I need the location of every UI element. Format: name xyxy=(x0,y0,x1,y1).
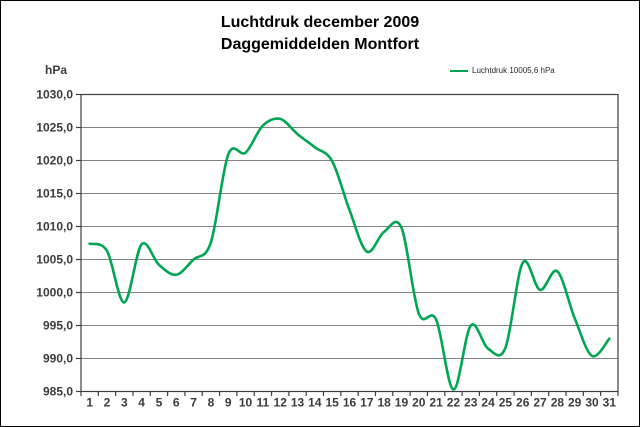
y-tick-label: 990,0 xyxy=(43,352,73,366)
x-tick-label: 31 xyxy=(603,396,617,410)
chart-title-line2: Daggemiddelden Montfort xyxy=(220,36,420,53)
x-tick-label: 20 xyxy=(412,396,426,410)
x-tick-label: 19 xyxy=(395,396,409,410)
x-tick-label: 10 xyxy=(239,396,253,410)
x-tick-label: 23 xyxy=(464,396,478,410)
y-tick-label: 1030,0 xyxy=(36,88,73,102)
y-tick-label: 985,0 xyxy=(43,385,73,399)
x-tick-label: 11 xyxy=(257,396,270,410)
x-tick-label: 1 xyxy=(86,396,93,410)
x-tick-label: 8 xyxy=(208,396,215,410)
x-tick-label: 21 xyxy=(429,396,443,410)
y-tick-label: 1020,0 xyxy=(36,154,73,168)
y-tick-label: 1025,0 xyxy=(36,121,73,135)
plot-frame xyxy=(80,93,619,393)
x-tick-label: 4 xyxy=(138,396,145,410)
legend-label: Luchtdruk 10005,6 hPa xyxy=(472,66,555,75)
x-tick-label: 30 xyxy=(585,396,599,410)
x-tick-label: 18 xyxy=(377,396,391,410)
x-tick-label: 5 xyxy=(156,396,163,410)
x-tick-label: 3 xyxy=(121,396,128,410)
y-tick-label: 1010,0 xyxy=(36,220,73,234)
legend: Luchtdruk 10005,6 hPa xyxy=(450,66,555,75)
x-tick-label: 6 xyxy=(173,396,180,410)
x-tick-label: 28 xyxy=(551,396,565,410)
x-tick-label: 12 xyxy=(274,396,288,410)
y-tick-label: 1015,0 xyxy=(36,187,73,201)
y-tick-label: 1005,0 xyxy=(36,253,73,267)
x-tick-label: 17 xyxy=(360,396,374,410)
x-tick-label: 14 xyxy=(308,396,322,410)
x-tick-label: 15 xyxy=(325,396,339,410)
y-tick-label: 1000,0 xyxy=(36,286,73,300)
x-tick-label: 26 xyxy=(516,396,530,410)
x-tick-label: 24 xyxy=(481,396,495,410)
y-axis-unit-label: hPa xyxy=(45,63,68,77)
y-tick-label: 995,0 xyxy=(43,319,73,333)
x-tick-label: 27 xyxy=(533,396,547,410)
legend-line-marker xyxy=(450,69,468,72)
x-tick-label: 22 xyxy=(447,396,461,410)
x-tick-label: 29 xyxy=(568,396,582,410)
x-tick-label: 25 xyxy=(499,396,513,410)
x-tick-label: 16 xyxy=(343,396,357,410)
chart-title: Luchtdruk december 2009 Daggemiddelden M… xyxy=(1,12,639,56)
x-tick-label: 9 xyxy=(225,396,232,410)
pressure-line xyxy=(88,117,611,391)
x-tick-label: 2 xyxy=(104,396,111,410)
x-tick-label: 13 xyxy=(291,396,305,410)
chart-title-line1: Luchtdruk december 2009 xyxy=(220,14,420,31)
x-tick-label: 7 xyxy=(190,396,197,410)
